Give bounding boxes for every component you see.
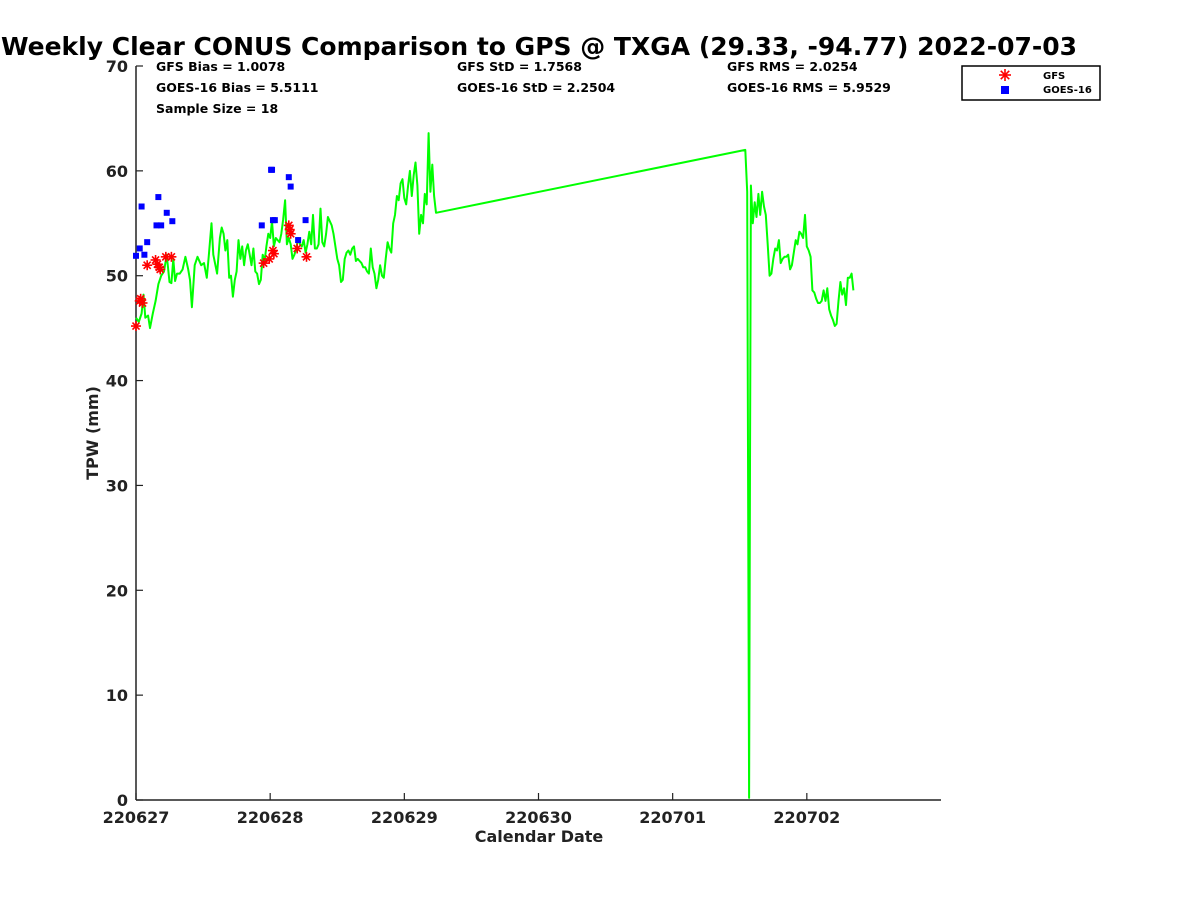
gps-series xyxy=(135,132,855,799)
y-tick-label: 20 xyxy=(106,581,128,600)
goes16-point xyxy=(158,222,165,229)
axes: 0 10 20 30 40 50 60 70 220627 220628 220629 220630 2… xyxy=(103,57,941,827)
legend: GFS GOES-16 xyxy=(961,65,1101,101)
goes16-point xyxy=(295,237,302,244)
goes16-point xyxy=(153,222,160,229)
y-tick-label: 70 xyxy=(106,57,128,76)
legend-gfs-asterisk xyxy=(999,69,1011,81)
y-tick-label: 30 xyxy=(106,476,128,495)
goes16-point xyxy=(155,194,162,201)
stat-sample-size: Sample Size = 18 xyxy=(156,101,278,116)
x-tick-label: 220630 xyxy=(505,808,572,827)
gfs-point xyxy=(285,228,296,239)
goes16-point xyxy=(169,218,176,225)
legend-gfs-label: GFS xyxy=(1043,71,1065,82)
x-tick-label: 220702 xyxy=(773,808,840,827)
goes16-point xyxy=(163,209,170,216)
chart-title: Weekly Clear CONUS Comparison to GPS @ T… xyxy=(1,32,1077,61)
legend-gfs-marker xyxy=(999,69,1011,81)
y-tick-label: 60 xyxy=(106,162,128,181)
x-tick-label: 220627 xyxy=(103,808,170,827)
goes16-point xyxy=(133,252,139,259)
gfs-point xyxy=(166,251,177,262)
legend-box xyxy=(961,65,1101,101)
stat-gfs-rms: GFS RMS = 2.0254 xyxy=(727,59,858,74)
goes16-point xyxy=(285,174,292,181)
gfs-point xyxy=(268,248,279,259)
goes16-point xyxy=(138,203,145,210)
goes16-series xyxy=(133,166,309,259)
y-tick-label: 40 xyxy=(106,372,128,391)
y-tick-label: 0 xyxy=(117,791,128,810)
gfs-point xyxy=(292,243,303,254)
x-tick-label: 220701 xyxy=(639,808,706,827)
legend-goes-label: GOES-16 xyxy=(1043,85,1092,96)
x-tick-label: 220628 xyxy=(237,808,304,827)
x-tick-label: 220629 xyxy=(371,808,438,827)
gfs-point xyxy=(301,251,312,262)
goes16-point xyxy=(144,239,151,246)
goes16-point xyxy=(258,222,265,229)
gfs-point xyxy=(258,258,269,269)
x-axis-label: Calendar Date xyxy=(475,827,604,846)
y-tick-label: 10 xyxy=(106,686,128,705)
gfs-point xyxy=(142,260,153,271)
goes16-point xyxy=(141,251,148,258)
y-axis-label: TPW (mm) xyxy=(83,386,102,480)
goes16-point xyxy=(269,166,276,173)
legend-goes-marker xyxy=(1001,86,1009,94)
stats-annotations: GFS Bias = 1.0078 GOES-16 Bias = 5.5111 … xyxy=(156,59,891,116)
y-tick-label: 50 xyxy=(106,267,128,286)
stat-gfs-std: GFS StD = 1.7568 xyxy=(457,59,582,74)
gfs-point xyxy=(155,264,166,275)
gfs-point xyxy=(137,297,148,308)
stat-gfs-bias: GFS Bias = 1.0078 xyxy=(156,59,285,74)
goes16-point xyxy=(136,245,143,252)
gps-line xyxy=(135,132,855,799)
gfs-point xyxy=(284,224,295,235)
gfs-point xyxy=(131,321,141,332)
goes16-point xyxy=(271,217,278,224)
stat-goes-bias: GOES-16 Bias = 5.5111 xyxy=(156,80,318,95)
stat-goes-rms: GOES-16 RMS = 5.9529 xyxy=(727,80,891,95)
stat-goes-std: GOES-16 StD = 2.2504 xyxy=(457,80,615,95)
gfs-series xyxy=(131,220,312,332)
goes16-point xyxy=(302,217,309,224)
goes16-point xyxy=(287,183,294,190)
